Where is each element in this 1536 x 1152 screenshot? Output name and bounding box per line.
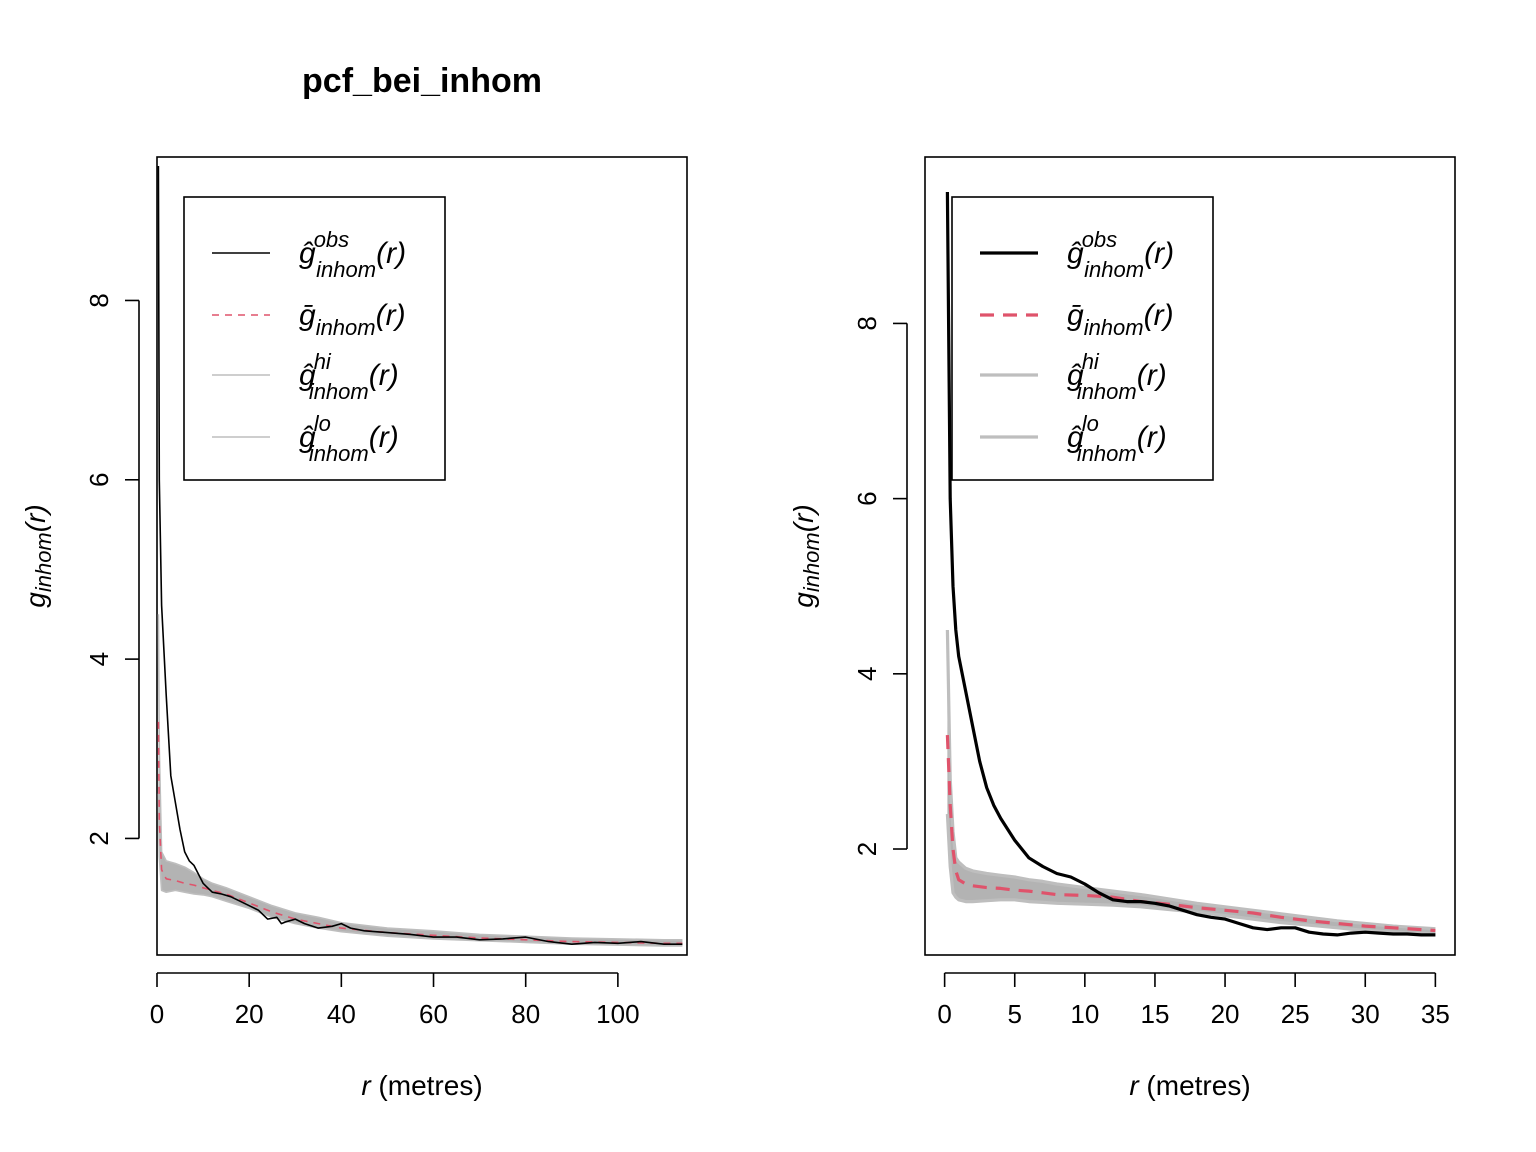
legend-label-hi: ĝhi inhom(r) xyxy=(1067,349,1167,404)
series-lo-line xyxy=(945,813,1436,936)
y-tick-label: 4 xyxy=(84,652,114,666)
legend-label-obs: ĝobs inhom(r) xyxy=(1067,227,1174,282)
y-tick-label: 8 xyxy=(84,293,114,307)
envelope-band xyxy=(947,630,1436,934)
x-tick-label: 10 xyxy=(1070,999,1099,1029)
y-axis-label: ginhom(r) xyxy=(788,504,824,607)
x-axis-label: r (metres) xyxy=(1129,1070,1250,1101)
legend-label-lo: ĝlo inhom(r) xyxy=(299,411,399,466)
left-panel: 0 20 40 60 80 100 2 4 6 8 r (metres) ginhom(r) ĝobs i… xyxy=(20,156,688,1101)
series-hi-line xyxy=(945,629,1436,931)
y-axis-label: ginhom(r) xyxy=(20,504,56,607)
x-tick-label: 0 xyxy=(150,999,164,1029)
legend: ĝobs inhom(r) ḡinhom(r) ĝhi inhom(r) ĝlo inhom… xyxy=(183,196,446,481)
x-tick-label: 25 xyxy=(1281,999,1310,1029)
y-tick-label: 2 xyxy=(852,842,882,856)
envelope-band xyxy=(158,614,683,946)
legend-box xyxy=(183,196,446,481)
figure-title: pcf_bei_inhom xyxy=(302,62,542,100)
legend-label-hi: ĝhi inhom(r) xyxy=(299,349,399,404)
x-tick-label: 20 xyxy=(235,999,264,1029)
series-lo-line xyxy=(157,793,683,947)
series-hi-line xyxy=(157,614,683,941)
y-tick-label: 8 xyxy=(852,316,882,330)
x-tick-label: 5 xyxy=(1008,999,1022,1029)
x-tick-label: 100 xyxy=(596,999,639,1029)
legend-box xyxy=(951,196,1214,481)
legend-label-mmean: ḡinhom(r) xyxy=(299,299,406,340)
legend-label-lo: ĝlo inhom(r) xyxy=(1067,411,1167,466)
plot-frame xyxy=(156,156,688,956)
legend-label-obs: ĝobs inhom(r) xyxy=(299,227,406,282)
x-tick-label: 35 xyxy=(1421,999,1450,1029)
x-axis-label: r (metres) xyxy=(361,1070,482,1101)
x-tick-label: 40 xyxy=(327,999,356,1029)
x-tick-label: 30 xyxy=(1351,999,1380,1029)
right-panel: 0 5 10 15 20 25 30 35 2 4 6 8 r (metres) ginhom(r) ĝob… xyxy=(788,156,1456,1101)
x-tick-label: 80 xyxy=(511,999,540,1029)
y-tick-label: 2 xyxy=(84,831,114,845)
series-mmean-line xyxy=(945,735,1436,933)
legend: ĝobs inhom(r) ḡinhom(r) ĝhi inhom(r) ĝlo inhom… xyxy=(951,196,1214,481)
x-tick-label: 15 xyxy=(1140,999,1169,1029)
series-obs-line xyxy=(945,191,1436,937)
y-tick-label: 4 xyxy=(852,667,882,681)
x-tick-label: 20 xyxy=(1211,999,1240,1029)
y-tick-label: 6 xyxy=(84,473,114,487)
series-obs-line xyxy=(157,165,683,946)
y-tick-label: 6 xyxy=(852,491,882,505)
x-tick-label: 60 xyxy=(419,999,448,1029)
legend-label-mmean: ḡinhom(r) xyxy=(1067,299,1174,340)
x-tick-label: 0 xyxy=(937,999,951,1029)
plot-frame xyxy=(924,156,1456,956)
series-mmean-line xyxy=(157,721,683,945)
